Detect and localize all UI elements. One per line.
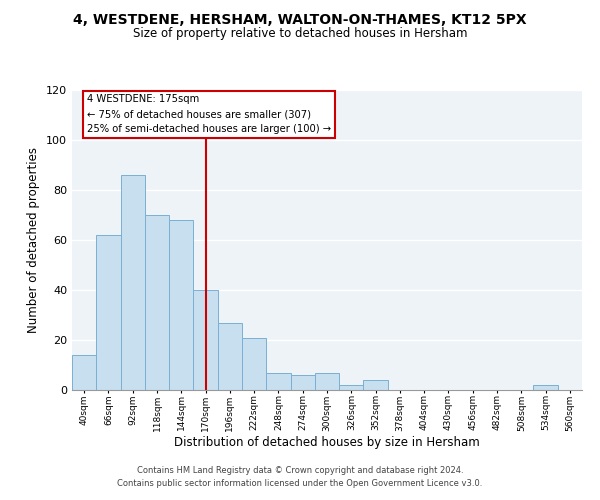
Y-axis label: Number of detached properties: Number of detached properties [28, 147, 40, 333]
Bar [290, 375, 315, 390]
Text: Size of property relative to detached houses in Hersham: Size of property relative to detached ho… [133, 28, 467, 40]
Bar [364, 380, 388, 390]
Bar [121, 175, 145, 390]
Text: 4 WESTDENE: 175sqm
← 75% of detached houses are smaller (307)
25% of semi-detach: 4 WESTDENE: 175sqm ← 75% of detached hou… [88, 94, 331, 134]
Bar [218, 322, 242, 390]
Bar [242, 338, 266, 390]
Bar [193, 290, 218, 390]
Bar [266, 372, 290, 390]
Bar [339, 385, 364, 390]
Bar [169, 220, 193, 390]
Bar [145, 215, 169, 390]
Bar [533, 385, 558, 390]
Text: Contains HM Land Registry data © Crown copyright and database right 2024.
Contai: Contains HM Land Registry data © Crown c… [118, 466, 482, 487]
Bar [315, 372, 339, 390]
Text: 4, WESTDENE, HERSHAM, WALTON-ON-THAMES, KT12 5PX: 4, WESTDENE, HERSHAM, WALTON-ON-THAMES, … [73, 12, 527, 26]
X-axis label: Distribution of detached houses by size in Hersham: Distribution of detached houses by size … [174, 436, 480, 449]
Bar [72, 355, 96, 390]
Bar [96, 235, 121, 390]
